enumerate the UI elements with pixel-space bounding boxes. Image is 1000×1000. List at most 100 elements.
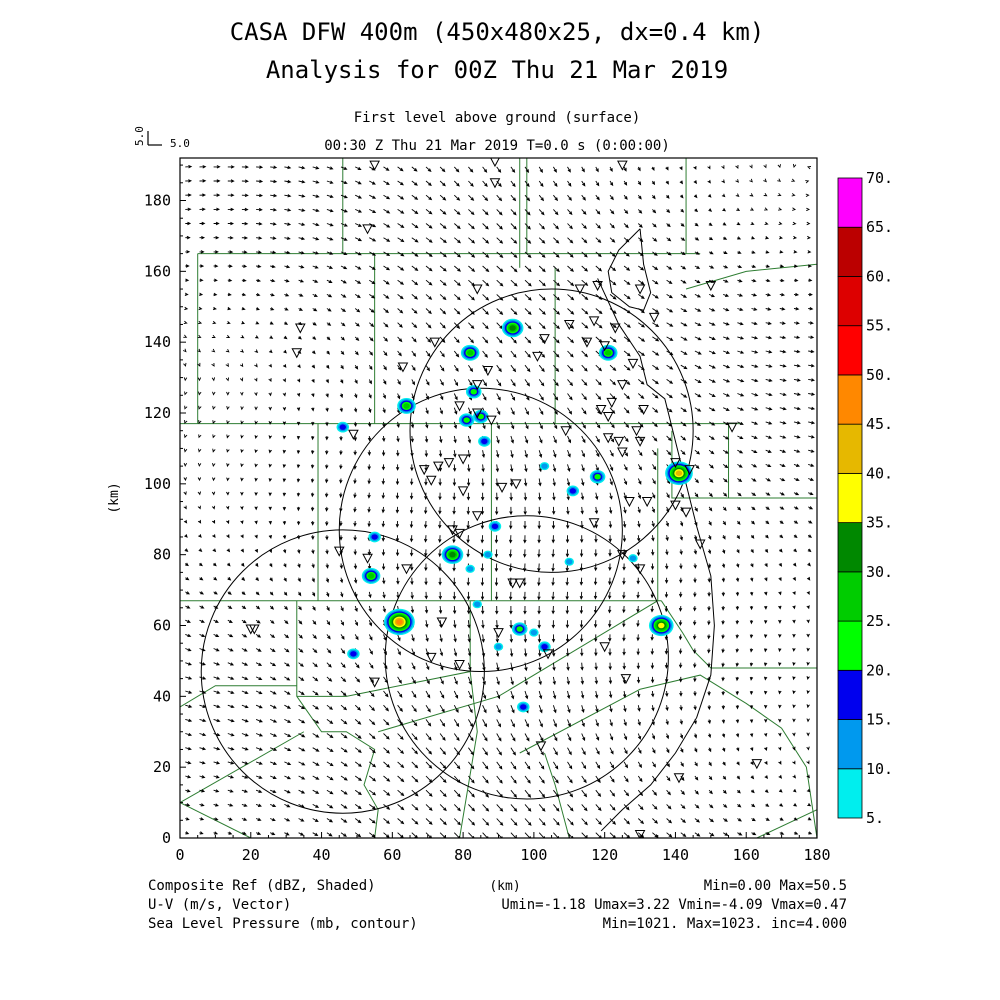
colorbar-swatch-0 — [837, 768, 863, 819]
echo-14 — [368, 531, 381, 543]
station-35 — [631, 426, 642, 437]
wind-vector-field — [182, 163, 816, 838]
station-76 — [634, 829, 646, 838]
vector-key-vertical: 5.0 — [133, 126, 146, 146]
x-tick-label-0: 0 — [175, 846, 184, 864]
station-11 — [648, 312, 660, 323]
station-37 — [418, 465, 430, 476]
station-59 — [401, 564, 412, 575]
colorbar: 5. 10. 15. 20. 25. 30. 35. 40. 45. 50. 55. 60. 65. 70… — [837, 169, 893, 827]
echo-20 — [465, 564, 475, 573]
station-31 — [348, 429, 359, 440]
station-48 — [641, 497, 653, 508]
footer-left-3: Sea Level Pressure (mb, contour) — [148, 916, 418, 932]
radar-ring-1 — [338, 387, 623, 673]
echo-19 — [361, 567, 381, 584]
y-axis: 0 20 40 60 80 100 120 140 160 180 — [144, 164, 186, 847]
y-tick-label-8: 160 — [144, 262, 171, 280]
echo-10 — [589, 470, 606, 484]
y-tick-label-6: 120 — [144, 404, 171, 422]
station-68 — [542, 649, 554, 660]
chart-subtitle: Analysis for 00Z Thu 21 Mar 2019 — [266, 56, 728, 84]
station-44 — [457, 486, 469, 497]
station-29 — [602, 412, 614, 423]
echo-6 — [473, 409, 489, 424]
station-40 — [443, 458, 455, 469]
x-tick-label-7: 140 — [662, 846, 689, 864]
echo-0 — [501, 318, 524, 338]
station-0 — [369, 160, 380, 171]
station-34 — [613, 436, 625, 447]
station-42 — [670, 458, 681, 469]
colorbar-label-9: 50. — [866, 366, 893, 384]
station-70 — [454, 659, 465, 671]
colorbar-swatch-9 — [837, 325, 863, 376]
station-8 — [574, 284, 586, 295]
station-61 — [507, 578, 518, 589]
echo-25 — [529, 628, 539, 637]
county-line-22 — [459, 671, 478, 838]
radar-ring-2 — [409, 288, 694, 573]
pressure-contour-1 — [597, 278, 715, 832]
echo-7 — [336, 421, 350, 433]
y-tick-label-1: 20 — [153, 758, 171, 776]
time-label: 00:30 Z Thu 21 Mar 2019 T=0.0 s (0:00:00… — [324, 138, 670, 154]
county-line-24 — [519, 674, 817, 838]
station-3 — [617, 160, 628, 171]
station-49 — [670, 500, 681, 511]
radar-range-rings — [200, 288, 694, 814]
echo-16 — [483, 550, 493, 559]
county-line-8 — [685, 263, 817, 290]
county-line-18 — [180, 685, 297, 708]
station-46 — [510, 479, 522, 490]
station-55 — [694, 539, 706, 550]
colorbar-swatch-2 — [837, 669, 863, 720]
echo-18 — [564, 557, 575, 566]
footer-left-2: U-V (m/s, Vector) — [148, 897, 291, 913]
x-tick-label-2: 40 — [313, 846, 331, 864]
colorbar-swatch-5 — [837, 522, 863, 573]
colorbar-swatch-3 — [837, 620, 863, 671]
station-58 — [617, 550, 628, 561]
footer-right-1: Min=0.00 Max=50.5 — [704, 878, 847, 894]
station-9 — [592, 281, 603, 292]
station-80 — [726, 422, 738, 433]
colorbar-label-7: 40. — [866, 464, 893, 482]
x-tick-label-5: 100 — [520, 846, 547, 864]
station-27 — [606, 397, 618, 408]
x-axis: 0 20 40 60 80 100 120 140 160 180 — [175, 832, 831, 864]
colorbar-label-2: 15. — [866, 711, 893, 729]
echo-8 — [478, 435, 491, 447]
y-tick-label-5: 100 — [144, 475, 171, 493]
county-line-27 — [544, 752, 570, 838]
station-12 — [563, 319, 575, 331]
county-line-21 — [296, 600, 471, 697]
station-77 — [617, 447, 628, 458]
colorbar-label-8: 45. — [866, 415, 893, 433]
x-tick-label-8: 160 — [733, 846, 760, 864]
echo-5 — [458, 413, 475, 427]
echo-2 — [598, 344, 618, 361]
station-65 — [436, 617, 448, 628]
colorbar-swatch-8 — [837, 374, 863, 425]
station-67 — [599, 642, 610, 653]
y-tick-label-9: 180 — [144, 192, 171, 210]
footer-left-1: Composite Ref (dBZ, Shaded) — [148, 878, 376, 894]
colorbar-swatch-10 — [837, 276, 863, 327]
level-label: First level above ground (surface) — [354, 110, 641, 126]
station-7 — [471, 284, 483, 295]
echo-3 — [465, 385, 482, 399]
colorbar-swatch-11 — [837, 226, 863, 277]
station-69 — [425, 652, 437, 663]
station-32 — [560, 426, 572, 437]
station-22 — [617, 380, 628, 391]
station-72 — [620, 674, 632, 685]
station-19 — [581, 337, 593, 348]
x-tick-label-1: 20 — [242, 846, 260, 864]
station-1 — [490, 158, 500, 168]
wind-vectors — [182, 163, 816, 838]
footer-right-2: Umin=-1.18 Umax=3.22 Vmin=-4.09 Vmax=0.4… — [501, 897, 847, 913]
station-54 — [454, 528, 465, 539]
colorbar-label-1: 10. — [866, 760, 893, 778]
